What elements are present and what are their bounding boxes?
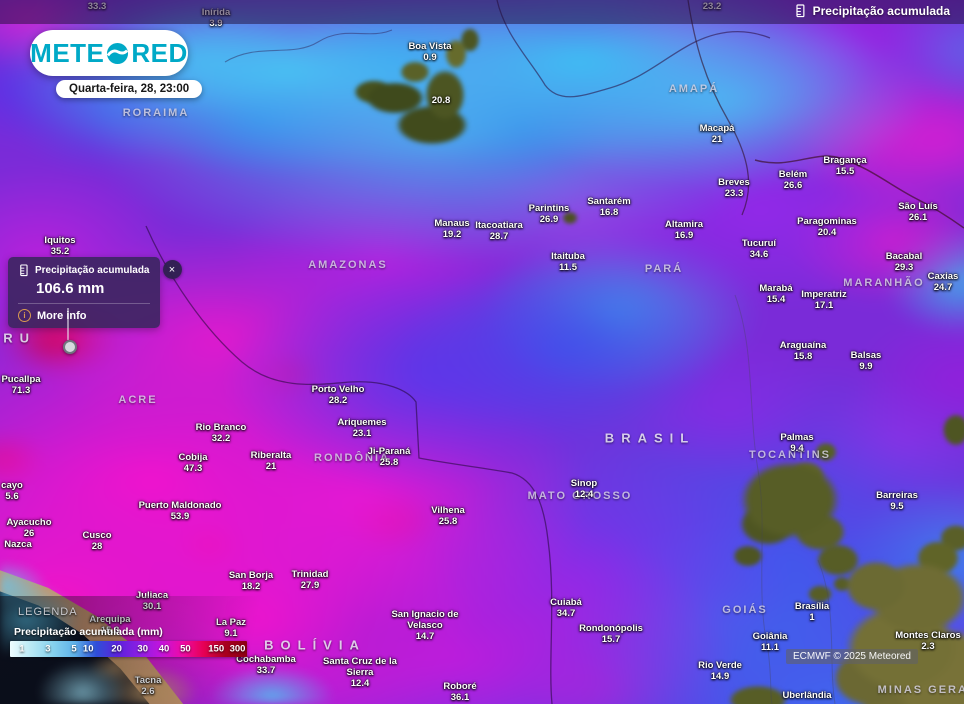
city-label: Rio Verde 14.9	[698, 660, 742, 682]
city-label: Bacabal 29.3	[885, 251, 923, 273]
city-label: Uberlândia	[782, 690, 832, 701]
region-label: PARÁ	[644, 263, 684, 275]
info-icon: i	[18, 309, 31, 322]
region-label: RONDÔNIA	[314, 452, 390, 464]
region-label: AMAPÁ	[668, 83, 720, 95]
city-label: Ji-Paraná 25.8	[367, 446, 411, 468]
city-label: Breves 23.3	[718, 177, 750, 199]
layer-indicator[interactable]: Precipitação acumulada	[794, 4, 950, 18]
city-label: Trinidad 27.9	[291, 569, 329, 591]
rain-gauge-icon	[20, 264, 28, 277]
city-label: Araguaína 15.8	[779, 340, 827, 362]
label-fragment: 20.8	[431, 95, 451, 106]
region-label: AMAZONAS	[308, 259, 388, 271]
legend-tick: 10	[82, 643, 94, 655]
region-label: TOCANTINS	[749, 449, 831, 461]
legend-tick: 150	[208, 643, 225, 655]
city-label: Cuiabá 34.7	[550, 597, 582, 619]
legend-heading: LEGENDA	[18, 606, 78, 618]
city-label: Macapá 21	[699, 123, 735, 145]
city-label: Ariquemes 23.1	[337, 417, 387, 439]
city-label: Balsas 9.9	[850, 350, 882, 372]
legend-tick: 50	[180, 643, 191, 655]
precipitation-tooltip: Precipitação acumulada 106.6 mm i More i…	[8, 257, 182, 328]
region-label: GOIÁS	[722, 604, 768, 616]
region-label: BRASIL	[604, 430, 696, 446]
city-label: Manaus 19.2	[434, 218, 470, 240]
legend-label: Precipitação acumulada (mm)	[14, 626, 163, 638]
city-label: Puerto Maldonado 53.9	[138, 500, 222, 522]
city-label: Palmas 9.4	[780, 432, 814, 454]
city-label: Montes Claros 2.3	[895, 630, 961, 652]
city-label: São Luís 26.1	[898, 201, 938, 223]
tooltip-layer-label: Precipitação acumulada	[35, 265, 150, 276]
city-label: Cobija 47.3	[178, 452, 208, 474]
city-label: Ayacucho 26	[6, 517, 52, 539]
city-label: Rio Branco 32.2	[195, 422, 247, 444]
region-label: MATO GROSSO	[527, 490, 633, 502]
city-label: Itaituba 11.5	[551, 251, 585, 273]
city-label: Imperatriz 17.1	[801, 289, 847, 311]
city-label: Altamira 16.9	[664, 219, 704, 241]
more-info-label: More info	[37, 309, 87, 322]
city-label: Itacoatiara 28.7	[475, 220, 523, 242]
city-label: San Borja 18.2	[228, 570, 274, 592]
city-label: Parintins 26.9	[528, 203, 570, 225]
region-label: ACRE	[118, 394, 158, 406]
city-label: Belém 26.6	[778, 169, 808, 191]
city-label: Rondonópolis 15.7	[579, 623, 643, 645]
legend-tick: 30	[137, 643, 149, 655]
region-label: RORAIMA	[122, 107, 190, 119]
region-label: MARANHÃO	[843, 277, 925, 289]
city-label: Sinop 12.4	[570, 478, 598, 500]
city-label: San Ignacio de Velasco 14.7	[391, 609, 459, 642]
more-info-button[interactable]: i More info	[18, 303, 150, 328]
region-label: MINAS GERAIS	[877, 684, 964, 696]
location-marker[interactable]	[63, 340, 77, 354]
city-label: Pucallpa 71.3	[1, 374, 41, 396]
city-label: Porto Velho 28.2	[311, 384, 365, 406]
region-label: PERU	[0, 330, 37, 346]
city-label: Caxias 24.7	[927, 271, 959, 293]
tooltip-close-button[interactable]: ×	[162, 260, 182, 279]
rain-gauge-icon	[796, 4, 805, 18]
legend-tick: 5	[71, 643, 77, 655]
legend-tick: 300	[229, 643, 246, 655]
city-label: Marabá 15.4	[759, 283, 793, 305]
city-label: Paragominas 20.4	[797, 216, 857, 238]
city-label: Tucuruí 34.6	[741, 238, 777, 260]
city-label: Boa Vista 0.9	[408, 41, 452, 63]
city-label: Bragança 15.5	[823, 155, 867, 177]
city-label: Santarém 16.8	[587, 196, 631, 218]
city-label: Vilhena 25.8	[431, 505, 465, 527]
city-label: Iquitos 35.2	[44, 235, 76, 257]
meteored-globe-icon	[107, 42, 129, 64]
city-label: Cusco 28	[82, 530, 112, 552]
legend-tick: 1	[19, 643, 25, 655]
logo-text-suffix: RED	[131, 37, 188, 68]
city-label: Nazca	[4, 539, 32, 550]
layer-indicator-label: Precipitação acumulada	[812, 4, 950, 18]
legend-tick: 20	[111, 643, 122, 655]
logo-text-prefix: METE	[30, 37, 105, 68]
legend-tick: 40	[158, 643, 170, 655]
city-label: cayo 5.6	[1, 480, 23, 502]
meteored-logo[interactable]: METE RED	[30, 30, 188, 76]
city-label: Brasília 1	[794, 601, 830, 623]
legend-tick: 3	[45, 643, 51, 655]
datetime-chip[interactable]: Quarta-feira, 28, 23:00	[56, 80, 203, 98]
city-label: Roboré 36.1	[443, 681, 477, 703]
legend-color-bar: 1 3 5 10 20 30 40 50 150 300	[10, 641, 247, 657]
city-label: Goiânia 11.1	[752, 631, 788, 653]
city-label: Santa Cruz de la Sierra 12.4	[323, 656, 397, 689]
city-label: Barreiras 9.5	[876, 490, 918, 512]
attribution: ECMWF © 2025 Meteored	[786, 649, 918, 664]
tooltip-value: 106.6 mm	[36, 280, 105, 297]
tooltip-connector	[67, 308, 69, 340]
city-label: Riberalta 21	[250, 450, 292, 472]
